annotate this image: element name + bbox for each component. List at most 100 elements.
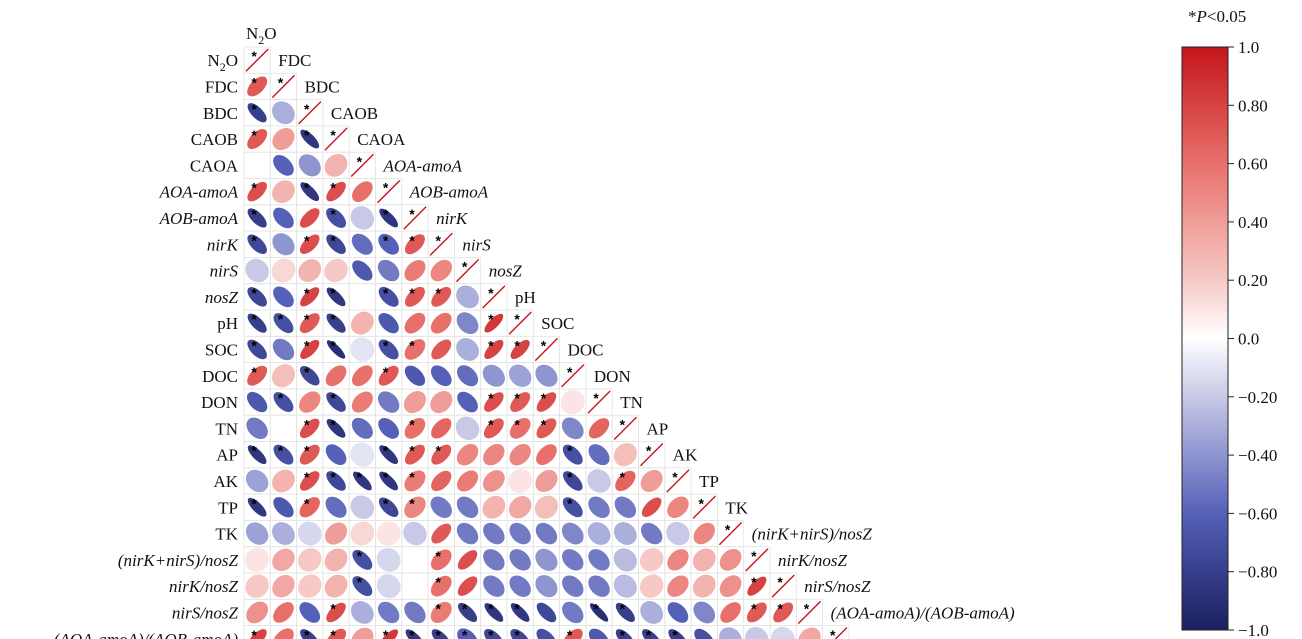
correlation-ellipse <box>692 574 716 598</box>
significance-star: * <box>357 469 363 485</box>
significance-star: * <box>409 206 415 222</box>
correlation-ellipse <box>536 418 557 439</box>
correlation-ellipse <box>613 574 637 598</box>
correlation-ellipse <box>771 626 796 639</box>
diagonal-label: nosZ <box>489 262 523 281</box>
correlation-ellipse <box>588 444 610 466</box>
correlation-ellipse <box>456 522 479 545</box>
correlation-ellipse <box>430 549 452 571</box>
correlation-ellipse <box>483 549 505 571</box>
diagonal-label: pH <box>515 288 536 307</box>
correlation-ellipse <box>562 497 583 518</box>
significance-star: * <box>304 469 310 485</box>
significance-star: * <box>514 337 520 353</box>
correlation-ellipse <box>299 234 320 255</box>
significance-star: * <box>436 548 442 564</box>
correlation-ellipse <box>404 365 426 386</box>
diagonal-line <box>482 285 506 309</box>
correlation-ellipse <box>377 259 400 282</box>
correlation-ellipse <box>352 471 372 491</box>
diagonal-label: N2O <box>246 24 277 47</box>
correlation-ellipse <box>299 208 320 228</box>
correlation-ellipse <box>271 258 296 283</box>
significance-star: * <box>409 443 415 459</box>
correlation-ellipse <box>457 365 479 387</box>
correlation-ellipse <box>456 443 479 466</box>
significance-star: * <box>304 285 310 301</box>
significance-star: * <box>462 600 468 616</box>
correlation-ellipse <box>614 496 637 518</box>
correlation-ellipse <box>667 496 689 518</box>
diagonal-line <box>613 416 637 440</box>
correlation-ellipse <box>693 522 715 545</box>
colorbar-tick-label: −1.0 <box>1238 621 1269 639</box>
significance-star: * <box>251 127 257 143</box>
correlation-ellipse <box>273 207 294 229</box>
correlation-ellipse <box>247 313 267 333</box>
significance-star: * <box>488 627 494 639</box>
significance-star: * <box>567 469 573 485</box>
diagonal-label: BDC <box>305 77 340 96</box>
correlation-ellipse <box>510 603 530 622</box>
significance-star: * <box>304 311 310 327</box>
correlation-ellipse <box>299 444 320 465</box>
correlation-ellipse <box>325 365 347 387</box>
correlation-ellipse <box>719 627 742 639</box>
correlation-ellipse <box>351 233 373 255</box>
correlation-ellipse <box>509 443 531 466</box>
correlation-ellipse <box>352 576 373 597</box>
correlation-ellipse <box>510 339 530 360</box>
significance-star: * <box>383 495 389 511</box>
correlation-ellipse <box>324 258 348 283</box>
significance-star: * <box>436 600 442 616</box>
diagonal-line <box>455 258 480 283</box>
correlation-ellipse <box>325 496 347 518</box>
colorbar-tick-label: −0.80 <box>1238 563 1277 582</box>
correlation-ellipse <box>247 129 268 150</box>
significance-star: * <box>383 337 389 353</box>
correlation-ellipse <box>561 522 584 545</box>
correlation-ellipse <box>508 496 532 519</box>
significance-star: * <box>278 443 284 459</box>
correlation-ellipse <box>508 364 532 387</box>
significance-star: * <box>436 285 442 301</box>
significance-star: * <box>646 443 652 459</box>
diagonal-label: FDC <box>278 51 311 70</box>
significance-star: * <box>383 232 389 248</box>
colorbar-gradient <box>1181 46 1229 631</box>
correlation-ellipse <box>273 286 294 308</box>
correlation-ellipse <box>273 392 294 413</box>
correlation-ellipse <box>299 365 320 386</box>
colorbar-tick-label: −0.20 <box>1238 388 1277 407</box>
significance-star: * <box>646 627 652 639</box>
correlation-ellipse <box>247 287 267 307</box>
correlation-ellipse <box>535 575 558 598</box>
diagonal-line <box>718 521 743 546</box>
correlation-ellipse <box>379 471 399 491</box>
correlation-ellipse <box>300 182 320 202</box>
diagonal-line <box>403 206 427 230</box>
correlation-ellipse <box>272 548 295 572</box>
correlation-ellipse <box>404 260 426 282</box>
correlation-ellipse <box>562 471 583 491</box>
correlation-ellipse <box>536 628 557 639</box>
correlation-ellipse <box>640 601 664 624</box>
diagonal-label: AK <box>673 446 698 465</box>
row-label: DON <box>201 393 238 412</box>
correlation-ellipse <box>484 603 504 622</box>
correlation-ellipse <box>273 313 294 334</box>
correlation-ellipse <box>272 127 295 151</box>
correlation-ellipse <box>482 364 505 387</box>
correlation-ellipse <box>455 416 480 441</box>
correlation-ellipse <box>297 521 322 546</box>
correlation-cells: * * * * * * * * * * * * * * * * * * * * * * * * * * * * * * * * * * * * * * * *… <box>244 48 848 639</box>
diagonal-line <box>324 127 348 151</box>
correlation-ellipse <box>377 601 400 624</box>
correlation-ellipse <box>324 548 348 572</box>
correlation-ellipse <box>273 155 294 176</box>
diagonal-label: (nirK+nirS)/nosZ <box>752 525 873 544</box>
correlation-ellipse <box>667 549 689 571</box>
correlation-ellipse <box>719 575 742 598</box>
correlation-ellipse <box>692 548 716 572</box>
